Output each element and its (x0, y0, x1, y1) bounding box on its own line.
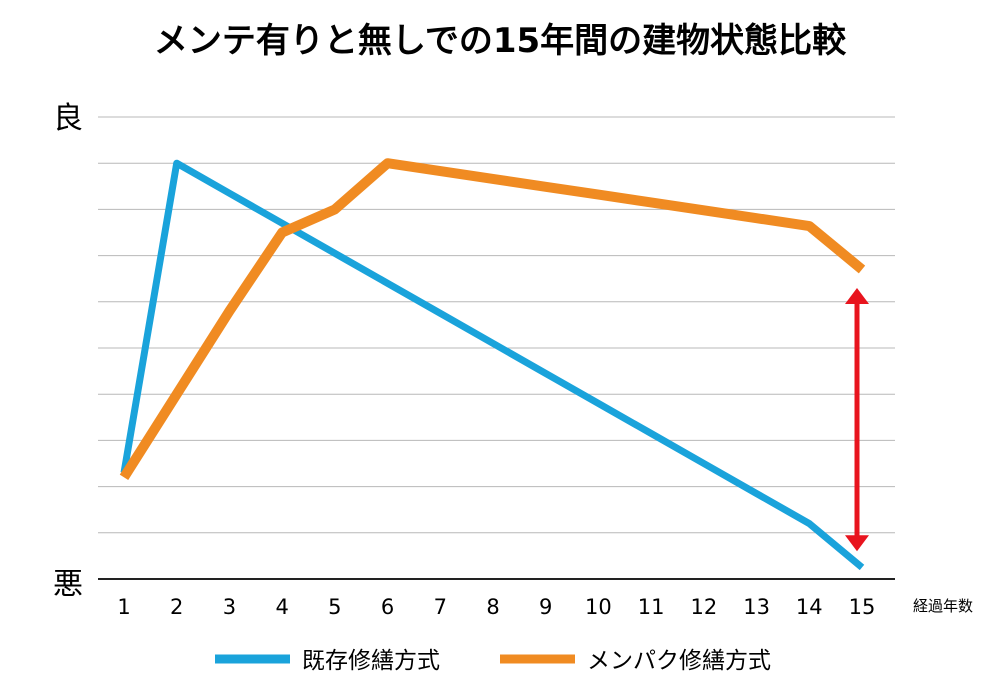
y-label-bottom: 悪 (53, 567, 83, 602)
x-tick-label: 1 (117, 595, 130, 619)
x-tick-label: 11 (638, 595, 665, 619)
x-tick-label: 5 (328, 595, 341, 619)
arrow-head-bottom (845, 535, 869, 552)
legend-label-menpaku: メンパク修繕方式 (587, 648, 771, 674)
x-tick-label: 13 (743, 595, 770, 619)
x-tick-label: 6 (381, 595, 394, 619)
x-tick-label: 12 (690, 595, 717, 619)
series-line-menpaku (119, 158, 866, 481)
x-tick-label: 10 (585, 595, 612, 619)
x-tick-label: 4 (275, 595, 288, 619)
series-line-existing (120, 159, 865, 571)
legend-label-existing: 既存修繕方式 (302, 648, 440, 674)
chart-title: メンテ有りと無しでの15年間の建物状態比較 (154, 21, 847, 61)
y-label-top: 良 (53, 101, 83, 136)
x-axis-label: 経過年数 (913, 597, 973, 615)
series-group (119, 158, 866, 571)
legend: 既存修繕方式 メンパク修繕方式 (215, 648, 771, 674)
x-tick-label: 7 (434, 595, 447, 619)
difference-arrow (845, 287, 869, 552)
x-tick-label: 14 (796, 595, 823, 619)
x-tick-label: 9 (539, 595, 552, 619)
x-tick-label: 2 (170, 595, 183, 619)
arrow-head-top (845, 287, 869, 304)
x-tick-label: 3 (223, 595, 236, 619)
x-tick-label: 15 (849, 595, 876, 619)
x-ticks: 1 2 3 4 5 6 7 8 9 10 11 12 13 14 15 (117, 595, 875, 619)
x-tick-label: 8 (486, 595, 499, 619)
